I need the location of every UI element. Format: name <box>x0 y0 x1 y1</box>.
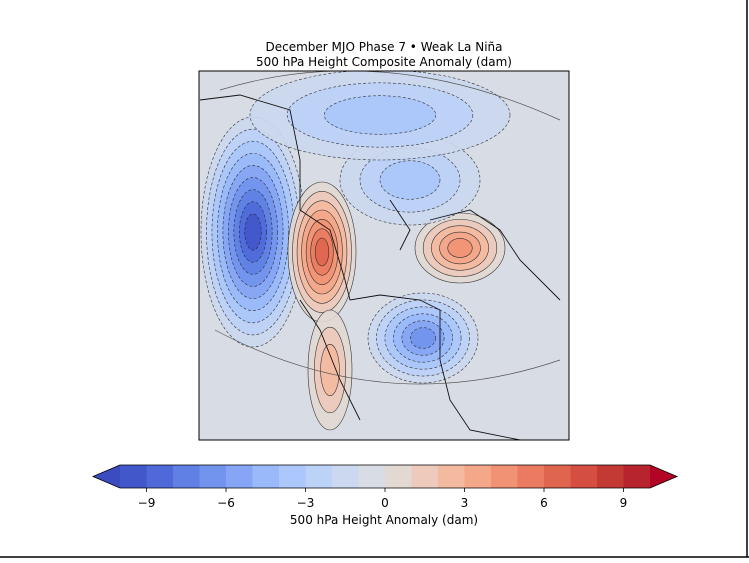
colorbar-box <box>279 465 306 488</box>
colorbar-box <box>332 465 359 488</box>
colorbar-box <box>623 465 651 488</box>
title: December MJO Phase 7 • Weak La Niña <box>266 40 503 54</box>
map <box>199 71 569 440</box>
colorbar-label: 500 hPa Height Anomaly (dam) <box>290 513 478 527</box>
colorbar-box <box>252 465 280 488</box>
colorbar-outline <box>91 464 679 489</box>
subtitle: 500 hPa Height Composite Anomaly (dam) <box>256 55 512 69</box>
colorbar-tick-label: 6 <box>540 496 548 510</box>
colorbar-box <box>305 465 333 488</box>
colorbar-box <box>517 465 545 488</box>
contour <box>320 343 340 397</box>
colorbar-box <box>438 465 465 488</box>
colorbar-box <box>173 465 200 488</box>
colorbar-box <box>570 465 598 488</box>
colorbar-box <box>199 465 227 488</box>
contour <box>314 237 330 267</box>
contour <box>410 327 436 349</box>
colorbar-box <box>358 465 386 488</box>
colorbar-box <box>491 465 518 488</box>
colorbar-tick-label: 3 <box>461 496 469 510</box>
colorbar-box <box>120 465 147 488</box>
colorbar-box <box>385 465 412 488</box>
grid-circle <box>214 71 561 385</box>
colorbar-tick-label: 9 <box>620 496 628 510</box>
contour <box>379 160 441 200</box>
colorbar-extend-low <box>93 465 120 488</box>
colorbar-box <box>411 465 439 488</box>
colorbar: −9 −6 −3 0 3 6 9 <box>91 464 679 510</box>
colorbar-tick-label: 0 <box>381 496 389 510</box>
colorbar-box <box>544 465 571 488</box>
contour <box>244 213 262 251</box>
colorbar-extend-high <box>650 465 677 488</box>
colorbar-box <box>226 465 253 488</box>
contour <box>323 95 437 135</box>
colorbar-box <box>464 465 492 488</box>
colorbar-tick-label: −3 <box>297 496 315 510</box>
contour <box>447 238 473 258</box>
colorbar-tick-label: −6 <box>217 496 235 510</box>
colorbar-box <box>597 465 624 488</box>
coastline <box>199 94 561 440</box>
colorbar-tick-label: −9 <box>138 496 156 510</box>
map-frame <box>198 70 570 441</box>
colorbar-box <box>146 465 174 488</box>
